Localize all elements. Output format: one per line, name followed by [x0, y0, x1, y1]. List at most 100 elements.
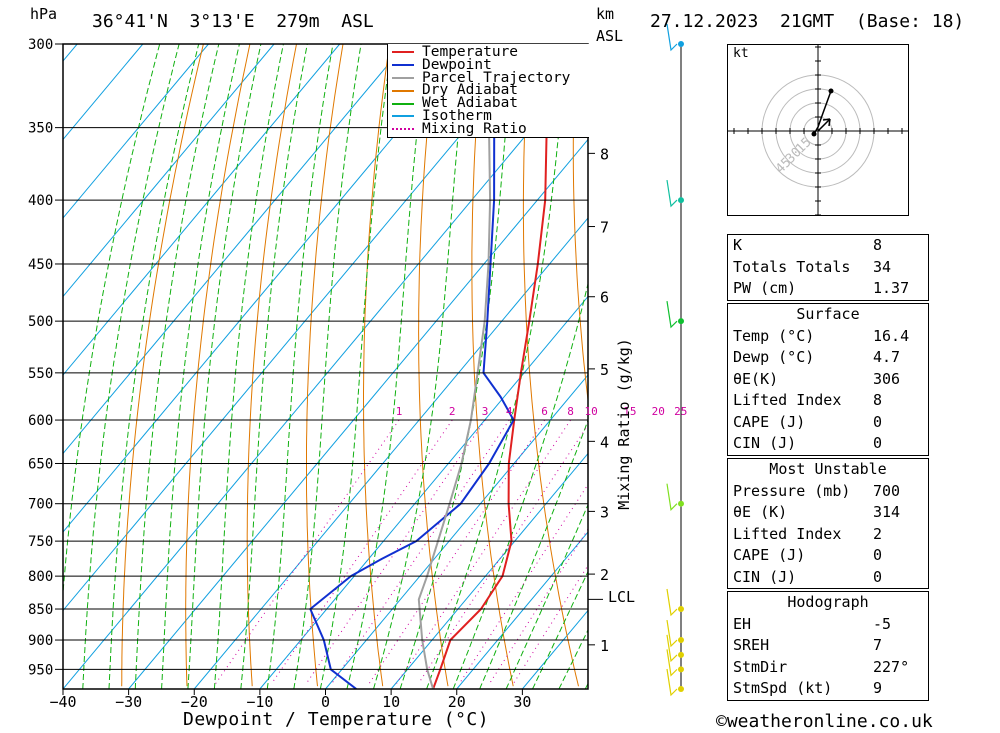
- mixing-ratio-axis-title: Mixing Ratio (g/kg): [615, 338, 633, 510]
- temperature-line: [432, 44, 554, 689]
- wind-barb: [666, 649, 678, 677]
- index-value: 0: [873, 546, 883, 564]
- hodograph-top-point: [828, 88, 834, 94]
- index-label: EH: [733, 614, 752, 633]
- panel-title: Hodograph: [787, 593, 869, 611]
- index-row: Lifted Index 8: [728, 390, 928, 412]
- index-row: StmDir 227°: [728, 657, 928, 679]
- legend-entry: Dewpoint: [388, 56, 589, 73]
- index-label: CIN (J): [733, 434, 797, 452]
- wind-barb: [666, 179, 678, 208]
- index-value: 34: [873, 257, 892, 276]
- wind-barb: [666, 23, 678, 52]
- index-value: 314: [873, 503, 901, 521]
- indices-surface-panel: Surface Temp (°C) 16.4 Dewp (°C) 4.7 θE(K) 306…: [727, 303, 929, 456]
- pressure-tick-label: 400: [28, 193, 53, 209]
- wet-adiabat-line: [266, 44, 334, 689]
- km-tick-label: 4: [600, 433, 609, 451]
- index-value: 700: [873, 481, 901, 500]
- index-row: Lifted Index 2: [728, 524, 928, 546]
- index-label: θE (K): [733, 503, 788, 521]
- wet-adiabat-line: [532, 570, 588, 689]
- km-tick-label: 1: [600, 637, 609, 655]
- wind-barb-dot: [678, 318, 684, 325]
- location-title: 36°41'N 3°13'E 279m ASL: [92, 11, 374, 32]
- indices-hodograph-panel: Hodograph EH -5 SREH 7 StmDir 227° StmSpd (kt) 9: [727, 591, 929, 701]
- index-value: 0: [873, 412, 883, 431]
- mixing-ratio-label: 25: [674, 405, 687, 418]
- isotherm-line: [63, 60, 588, 689]
- km-tick-label: 3: [600, 503, 609, 521]
- index-value: 227°: [873, 657, 910, 676]
- pressure-tick-label: 750: [28, 534, 53, 550]
- index-value: 8: [873, 391, 883, 409]
- legend-label: Dewpoint: [422, 56, 492, 73]
- wet-adiabat-line: [134, 44, 220, 689]
- isotherm-line: [63, 44, 144, 141]
- km-tick-label: 8: [600, 145, 609, 163]
- temp-tick-label: −20: [181, 693, 208, 711]
- wind-barb-dot: [678, 637, 684, 644]
- index-label: SREH: [733, 636, 770, 654]
- dry-adiabat-line: [572, 44, 588, 405]
- index-label: CAPE (J): [733, 546, 806, 564]
- index-row: θE(K) 306: [728, 369, 928, 391]
- isotherm-line: [63, 44, 275, 298]
- pressure-tick-label: 500: [28, 314, 53, 330]
- indices-basic-panel: K 8 Totals Totals 34 PW (cm) 1.37: [727, 234, 929, 301]
- legend-swatch: [392, 76, 414, 79]
- pressure-tick-label: 650: [28, 456, 53, 472]
- wet-adiabat-line: [108, 44, 200, 689]
- temp-tick-label: −30: [115, 693, 142, 711]
- hodograph-unit: kt: [733, 46, 749, 61]
- isotherm-line: [193, 217, 588, 689]
- index-label: Lifted Index: [733, 391, 842, 409]
- km-tick-label: 7: [600, 219, 609, 237]
- dry-adiabat-line: [418, 44, 449, 687]
- km-label: km: [596, 5, 615, 23]
- wet-adiabat-line: [426, 44, 568, 689]
- index-value: 0: [873, 434, 883, 452]
- legend-swatch: [392, 51, 414, 54]
- wind-barb: [666, 301, 678, 329]
- datetime-title: 27.12.2023 21GMT (Base: 18): [650, 11, 965, 32]
- index-label: CAPE (J): [733, 412, 806, 431]
- hodograph-surface-point: [811, 131, 817, 137]
- hpa-label: hPa: [30, 5, 58, 23]
- legend-swatch: [392, 128, 414, 131]
- dry-adiabat-line: [948, 44, 1000, 686]
- legend-entry: Dry Adiabat: [388, 82, 589, 99]
- index-value: 16.4: [873, 326, 910, 345]
- legend-swatch: [392, 115, 414, 118]
- mixing-ratio-line: [489, 528, 588, 684]
- wind-barb-dot: [678, 651, 684, 658]
- mixing-ratio-line: [459, 483, 588, 684]
- legend-label: Dry Adiabat: [422, 82, 519, 99]
- pressure-tick-label: 900: [28, 633, 53, 649]
- legend-label: Temperature: [422, 44, 519, 60]
- index-row: Temp (°C) 16.4: [728, 326, 928, 348]
- mixing-ratio-label: 1: [396, 405, 403, 418]
- pressure-tick-label: 850: [28, 602, 53, 618]
- legend-swatch: [392, 64, 414, 67]
- mixing-ratio-line: [215, 419, 400, 684]
- pressure-tick-label: 550: [28, 366, 53, 382]
- wind-barb: [666, 668, 678, 697]
- isotherm-line: [63, 44, 537, 612]
- mixing-ratio-label: 2: [449, 405, 456, 418]
- pressure-tick-label: 300: [28, 37, 53, 53]
- legend-entry: Wet Adiabat: [388, 96, 589, 110]
- index-label: StmDir: [733, 657, 788, 676]
- wet-adiabat-line: [346, 44, 428, 689]
- temp-tick-label: −40: [49, 693, 76, 711]
- legend: Temperature Dewpoint Parcel Trajectory Dry …: [387, 44, 589, 138]
- temp-tick-label: 20: [448, 693, 466, 711]
- wind-barb-dot: [678, 500, 684, 507]
- wind-barb: [666, 483, 678, 511]
- index-row: Pressure (mb) 700: [728, 481, 928, 503]
- isotherm-line: [325, 374, 588, 689]
- index-row: Totals Totals 34: [728, 257, 928, 279]
- isotherm-line: [63, 44, 341, 376]
- wet-adiabat-line: [161, 44, 240, 689]
- index-value: 8: [873, 236, 883, 254]
